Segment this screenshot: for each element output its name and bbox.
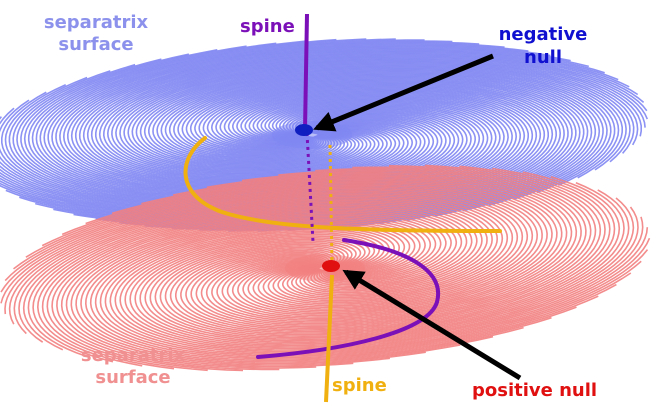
field-line [25, 182, 539, 310]
field-line [75, 214, 437, 365]
field-line [95, 50, 630, 180]
field-line [1, 91, 485, 208]
field-line [102, 52, 645, 178]
field-line [211, 170, 578, 323]
field-line [185, 74, 581, 232]
field-line [147, 64, 616, 194]
field-line [84, 217, 494, 362]
field-line [0, 101, 493, 210]
field-line [22, 196, 493, 351]
field-line [143, 63, 620, 187]
field-line [172, 173, 568, 320]
field-line [205, 169, 582, 325]
spine-top-label: spine [240, 16, 295, 37]
field-line [195, 166, 592, 328]
field-line [171, 79, 565, 230]
field-line [154, 189, 630, 341]
field-line [185, 164, 602, 331]
field-line [82, 46, 589, 184]
field-line [152, 65, 612, 200]
field-line [61, 179, 548, 314]
field-line [4, 83, 481, 207]
yellow-fan-curve [183, 136, 502, 233]
field-line [8, 191, 509, 325]
field-line [4, 190, 514, 315]
field-line [189, 76, 577, 232]
separatrix-bottom-line2: surface [95, 367, 171, 388]
field-line [206, 172, 573, 322]
negative-null-arrow [313, 53, 494, 132]
field-line [175, 167, 611, 334]
field-line [177, 72, 589, 228]
field-line [27, 198, 488, 358]
field-line [65, 210, 447, 368]
field-line [164, 176, 621, 338]
field-line [75, 44, 551, 186]
field-line [180, 165, 606, 333]
field-line [173, 71, 593, 225]
field-line [80, 215, 461, 363]
field-line [90, 48, 619, 181]
field-line [200, 168, 587, 326]
field-line [156, 66, 608, 207]
top-spine-line [303, 13, 309, 131]
field-line [86, 47, 605, 183]
field-line [60, 209, 452, 369]
field-line [0, 188, 519, 304]
surface-core [272, 121, 352, 149]
negative-null-point [295, 124, 313, 136]
field-line [36, 201, 478, 367]
field-line [0, 99, 489, 209]
bottom-spine-dotted-line [328, 144, 334, 266]
positive-null-arrow [342, 269, 522, 381]
field-line [115, 55, 646, 174]
field-line [13, 184, 534, 309]
field-line [119, 56, 642, 173]
field-line [4, 185, 529, 307]
field-line [164, 69, 601, 217]
field-line [106, 53, 648, 177]
field-line [0, 99, 497, 212]
negative-null-label: negative null [499, 23, 588, 69]
field-line [111, 54, 649, 175]
field-line [131, 60, 631, 169]
field-line [160, 68, 604, 212]
separatrix-surface-bottom-label: separatrix surface [81, 345, 185, 389]
field-line [190, 165, 597, 330]
field-line [139, 62, 623, 179]
field-line [0, 98, 501, 213]
separatrix-surface-top-label: separatrix surface [44, 12, 148, 56]
negative-null-line1: negative [498, 24, 588, 45]
field-line [98, 51, 639, 179]
field-line [18, 195, 499, 343]
field-line [111, 176, 558, 317]
positive-null-point [322, 260, 340, 272]
field-line [89, 218, 524, 360]
separatrix-top-line2: surface [58, 34, 134, 55]
field-line [149, 197, 635, 342]
field-line [141, 175, 563, 318]
spine-bottom-label: spine [332, 375, 387, 396]
field-line [13, 193, 504, 335]
field-line [56, 207, 458, 371]
field-line [181, 73, 585, 230]
field-line [169, 171, 616, 336]
field-line [0, 187, 524, 305]
field-line [94, 220, 552, 359]
field-line [41, 181, 543, 312]
field-line [144, 206, 639, 344]
field-line [135, 61, 627, 171]
field-line [127, 58, 635, 171]
separatrix-top-line1: separatrix [43, 12, 149, 33]
field-line [70, 212, 442, 366]
bottom-spine-line [324, 274, 334, 403]
field-line [168, 70, 597, 221]
negative-null-line2: null [524, 47, 562, 68]
field-line [123, 57, 639, 172]
positive-null-label: positive null [472, 380, 598, 401]
separatrix-bottom-line1: separatrix [80, 345, 186, 366]
